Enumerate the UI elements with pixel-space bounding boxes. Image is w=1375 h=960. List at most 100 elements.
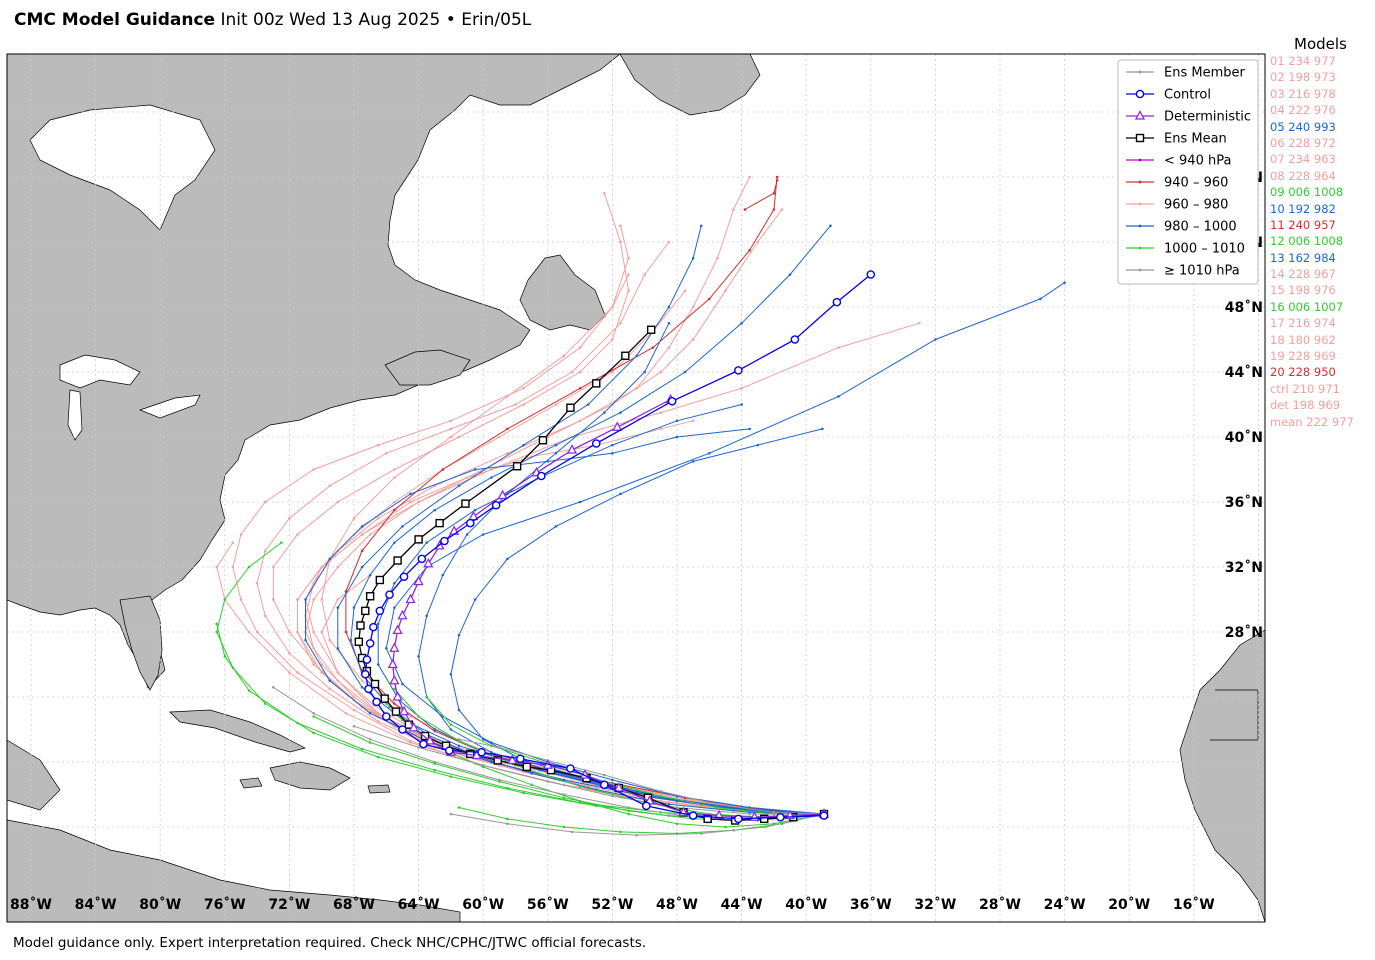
model-entry: mean 222 977 bbox=[1270, 414, 1354, 429]
ensemble-member-point bbox=[506, 451, 509, 455]
ensemble-member-point bbox=[296, 630, 299, 634]
model-entry: det 198 969 bbox=[1270, 398, 1341, 413]
deterministic-marker bbox=[612, 421, 623, 431]
ensemble-member-point bbox=[376, 711, 380, 715]
ensemble-member-point bbox=[659, 794, 663, 798]
ensemble-member-point bbox=[675, 435, 679, 439]
ensemble-member-point bbox=[489, 750, 493, 754]
ensemble-member-point bbox=[764, 825, 768, 829]
ens-mean-marker bbox=[380, 694, 389, 703]
land-puerto-rico bbox=[367, 784, 391, 794]
ensemble-member-point bbox=[449, 728, 453, 731]
legend-marker-dot bbox=[1138, 180, 1142, 184]
ens-mean-marker bbox=[393, 556, 402, 565]
ensemble-member-point bbox=[368, 573, 372, 577]
ensemble-member-point bbox=[457, 708, 461, 712]
ensemble-member-point bbox=[449, 427, 453, 431]
ensemble-member-point bbox=[336, 671, 340, 674]
ensemble-member-point bbox=[772, 191, 776, 195]
ensemble-member-point bbox=[699, 832, 703, 835]
legend-label: 980 – 1000 bbox=[1164, 220, 1237, 235]
model-entry: 04 222 976 bbox=[1270, 103, 1336, 118]
ensemble-member-point bbox=[425, 614, 428, 618]
ensemble-member-point bbox=[506, 557, 509, 561]
ensemble-member-point bbox=[473, 468, 477, 471]
map-frame bbox=[6, 53, 1266, 923]
legend-marker-dot bbox=[1138, 246, 1142, 250]
deterministic-marker bbox=[405, 593, 416, 604]
ensemble-member-point bbox=[667, 305, 671, 309]
ensemble-member-point bbox=[675, 419, 679, 423]
lon-label: 36˚W bbox=[850, 896, 892, 913]
legend-marker-dot bbox=[1138, 202, 1142, 206]
ensemble-member-point bbox=[263, 614, 267, 618]
ensemble-member-point bbox=[433, 728, 437, 731]
ensemble-member-point bbox=[675, 822, 679, 826]
ensemble-member-point bbox=[376, 443, 380, 447]
ensemble-member-point bbox=[449, 672, 453, 676]
ensemble-member-point bbox=[570, 830, 574, 834]
ensemble-member-point bbox=[740, 386, 743, 390]
ensemble-member-point bbox=[740, 403, 743, 406]
legend-label: < 940 hPa bbox=[1164, 154, 1231, 169]
ensemble-member-point bbox=[1063, 281, 1066, 284]
ensemble-member-point bbox=[506, 817, 509, 821]
ensemble-member-point bbox=[619, 224, 622, 228]
ensemble-member-point bbox=[619, 830, 622, 834]
footer-disclaimer: Model guidance only. Expert interpretati… bbox=[13, 935, 647, 951]
control-marker bbox=[444, 746, 454, 755]
ensemble-member-point bbox=[724, 289, 727, 293]
ensemble-member-point bbox=[716, 256, 719, 260]
legend-marker-square bbox=[1135, 133, 1145, 143]
control-marker bbox=[440, 536, 449, 546]
ensemble-member-point bbox=[627, 812, 630, 816]
ens-mean-marker bbox=[354, 637, 364, 646]
ensemble-member-point bbox=[498, 746, 501, 749]
deterministic-marker bbox=[566, 444, 578, 454]
ens-mean-marker bbox=[646, 325, 656, 334]
ensemble-member-point bbox=[522, 386, 525, 390]
ens-mean-marker bbox=[370, 679, 380, 689]
lat-label: 36˚N bbox=[1225, 494, 1263, 511]
control-marker bbox=[372, 697, 381, 707]
model-entry: 08 228 964 bbox=[1270, 168, 1336, 183]
ensemble-member-point bbox=[498, 778, 501, 782]
ensemble-member-point bbox=[360, 565, 364, 569]
control-marker bbox=[734, 366, 743, 375]
ensemble-member-point bbox=[611, 443, 614, 447]
ensemble-member-point bbox=[619, 240, 622, 244]
ensemble-member-point bbox=[457, 806, 461, 809]
legend-label: ≥ 1010 hPa bbox=[1164, 264, 1240, 279]
ensemble-member-point bbox=[603, 191, 606, 195]
ensemble-member-point bbox=[312, 731, 315, 735]
legend: Ens Member Control Deterministic Ens Mean < … bbox=[1117, 59, 1259, 285]
ensemble-member-point bbox=[506, 786, 509, 790]
ensemble-member-point bbox=[409, 741, 412, 744]
longitude-labels: 88˚W 84˚W 80˚W 76˚W 72˚W 68˚W 64˚W 60˚W 56˚W 52˚W… bbox=[10, 896, 1215, 913]
control-marker bbox=[591, 439, 601, 448]
ensemble-member-point bbox=[352, 695, 356, 699]
lat-label: 44˚N bbox=[1225, 364, 1263, 381]
ensemble-member-point bbox=[328, 679, 332, 683]
model-tracks bbox=[215, 175, 1066, 837]
ensemble-member-point bbox=[441, 468, 445, 471]
ensemble-member-point bbox=[837, 346, 840, 349]
deterministic-marker bbox=[397, 609, 408, 620]
legend-marker-dot bbox=[1138, 70, 1142, 74]
model-entry: 01 234 977 bbox=[1270, 54, 1336, 68]
control-marker bbox=[477, 747, 486, 757]
ensemble-member-point bbox=[271, 685, 275, 689]
ensemble-member-point bbox=[336, 606, 340, 609]
ensemble-member-point bbox=[570, 370, 574, 374]
ensemble-member-point bbox=[651, 346, 655, 349]
ensemble-member-point bbox=[360, 685, 364, 689]
ensemble-member-point bbox=[627, 289, 630, 293]
ensemble-member-point bbox=[393, 581, 396, 585]
model-entry: 11 240 957 bbox=[1270, 217, 1336, 232]
ens-mean-marker bbox=[375, 575, 385, 585]
ensemble-member-track bbox=[353, 725, 824, 815]
ensemble-member-point bbox=[336, 565, 340, 569]
ensemble-member-point bbox=[312, 646, 315, 650]
ensemble-member-point bbox=[635, 386, 638, 390]
control-marker bbox=[375, 606, 385, 616]
